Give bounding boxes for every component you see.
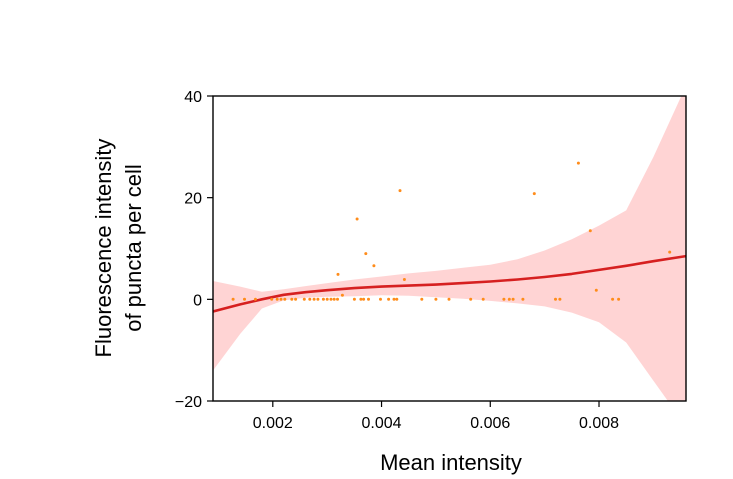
data-point-25	[367, 297, 370, 301]
y-tick-label-0: −20	[175, 394, 202, 411]
data-point-34	[434, 297, 438, 301]
data-point-24	[364, 252, 368, 256]
data-point-17	[336, 297, 339, 301]
data-point-40	[511, 297, 515, 301]
data-point-23	[362, 297, 366, 301]
data-point-20	[352, 297, 356, 301]
data-point-26	[372, 264, 376, 268]
data-point-49	[617, 297, 621, 301]
data-point-41	[521, 297, 525, 301]
data-point-29	[392, 297, 396, 301]
data-point-44	[558, 297, 562, 301]
data-point-6	[283, 297, 287, 301]
fit-line-layer	[213, 254, 686, 313]
data-point-50	[668, 250, 672, 254]
data-point-30	[395, 297, 399, 301]
data-point-35	[447, 297, 451, 301]
data-points-layer	[231, 161, 672, 301]
data-point-45	[576, 161, 580, 165]
data-point-47	[594, 288, 598, 292]
data-point-22	[359, 297, 363, 301]
x-tick-label-2: 0.006	[470, 415, 510, 432]
data-point-11	[312, 297, 316, 301]
y-tick-label-1: 0	[193, 292, 202, 309]
data-point-28	[387, 297, 391, 301]
data-point-2	[253, 297, 257, 301]
confidence-band-layer	[213, 96, 686, 401]
x-axis-ticks: 0.002 0.004 0.006 0.008	[253, 401, 619, 432]
x-tick-label-1: 0.004	[362, 415, 402, 432]
data-point-48	[611, 297, 615, 301]
fit-line	[213, 254, 686, 313]
y-axis-title-line-2: of puncta per cell	[121, 164, 146, 332]
data-point-1	[243, 297, 246, 301]
x-tick-label-3: 0.008	[579, 415, 619, 432]
data-point-38	[502, 297, 506, 301]
y-axis-title: Fluorescence intensity of puncta per cel…	[91, 139, 146, 358]
x-tick-label-0: 0.002	[253, 415, 293, 432]
data-point-7	[290, 297, 294, 301]
data-point-46	[588, 229, 592, 233]
data-point-19	[340, 293, 344, 297]
data-point-0	[231, 297, 235, 301]
data-point-21	[355, 217, 359, 221]
y-tick-label-2: 20	[184, 191, 202, 208]
data-point-42	[532, 192, 536, 196]
data-point-9	[302, 297, 306, 301]
confidence-band	[213, 96, 686, 401]
data-point-39	[507, 297, 511, 301]
data-point-5	[279, 297, 283, 301]
data-point-37	[481, 297, 485, 301]
data-point-10	[308, 297, 312, 301]
data-point-43	[554, 297, 557, 301]
y-tick-label-3: 40	[184, 89, 202, 106]
data-point-33	[420, 297, 424, 301]
data-point-12	[316, 297, 320, 301]
data-point-27	[379, 297, 382, 301]
data-point-4	[275, 297, 279, 301]
y-axis-ticks: −20 0 20 40	[175, 89, 213, 411]
y-axis-title-line-1: Fluorescence intensity	[91, 139, 116, 358]
data-point-15	[329, 297, 333, 301]
data-point-16	[332, 297, 336, 301]
data-point-3	[270, 297, 274, 301]
data-point-36	[469, 297, 473, 301]
data-point-14	[325, 297, 329, 301]
plot-frame	[212, 95, 687, 402]
data-point-32	[402, 278, 406, 281]
data-point-31	[398, 189, 402, 193]
x-axis-title: Mean intensity	[380, 450, 522, 475]
data-point-13	[321, 297, 325, 301]
data-point-18	[336, 272, 340, 276]
data-point-8	[294, 297, 298, 301]
